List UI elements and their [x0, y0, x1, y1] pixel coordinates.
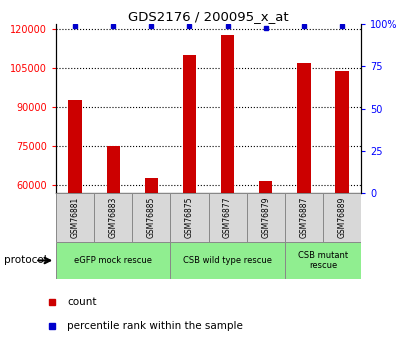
FancyBboxPatch shape [247, 193, 285, 242]
Text: count: count [67, 297, 97, 307]
Text: GSM76889: GSM76889 [337, 197, 347, 238]
Text: CSB mutant
rescue: CSB mutant rescue [298, 251, 348, 270]
FancyBboxPatch shape [323, 193, 361, 242]
FancyBboxPatch shape [285, 193, 323, 242]
Text: GSM76879: GSM76879 [261, 197, 270, 238]
Text: percentile rank within the sample: percentile rank within the sample [67, 321, 243, 331]
Text: GSM76883: GSM76883 [109, 197, 118, 238]
Bar [68, 100, 82, 342]
FancyBboxPatch shape [94, 193, 132, 242]
Bar [221, 34, 234, 342]
FancyBboxPatch shape [171, 193, 209, 242]
Text: GSM76881: GSM76881 [71, 197, 80, 238]
FancyBboxPatch shape [56, 241, 171, 279]
Bar [183, 55, 196, 342]
Bar [335, 71, 349, 342]
Text: protocol: protocol [4, 256, 47, 265]
Bar [259, 181, 272, 342]
FancyBboxPatch shape [171, 241, 285, 279]
FancyBboxPatch shape [285, 241, 361, 279]
Text: CSB wild type rescue: CSB wild type rescue [183, 256, 272, 265]
FancyBboxPatch shape [56, 193, 94, 242]
FancyBboxPatch shape [132, 193, 171, 242]
Text: GSM76885: GSM76885 [147, 197, 156, 238]
Text: GSM76875: GSM76875 [185, 197, 194, 238]
Title: GDS2176 / 200095_x_at: GDS2176 / 200095_x_at [128, 10, 289, 23]
Text: GSM76877: GSM76877 [223, 197, 232, 238]
Bar [297, 63, 310, 342]
Text: GSM76887: GSM76887 [299, 197, 308, 238]
FancyBboxPatch shape [209, 193, 247, 242]
Bar [107, 146, 120, 342]
Text: eGFP mock rescue: eGFP mock rescue [74, 256, 152, 265]
Bar [145, 178, 158, 342]
